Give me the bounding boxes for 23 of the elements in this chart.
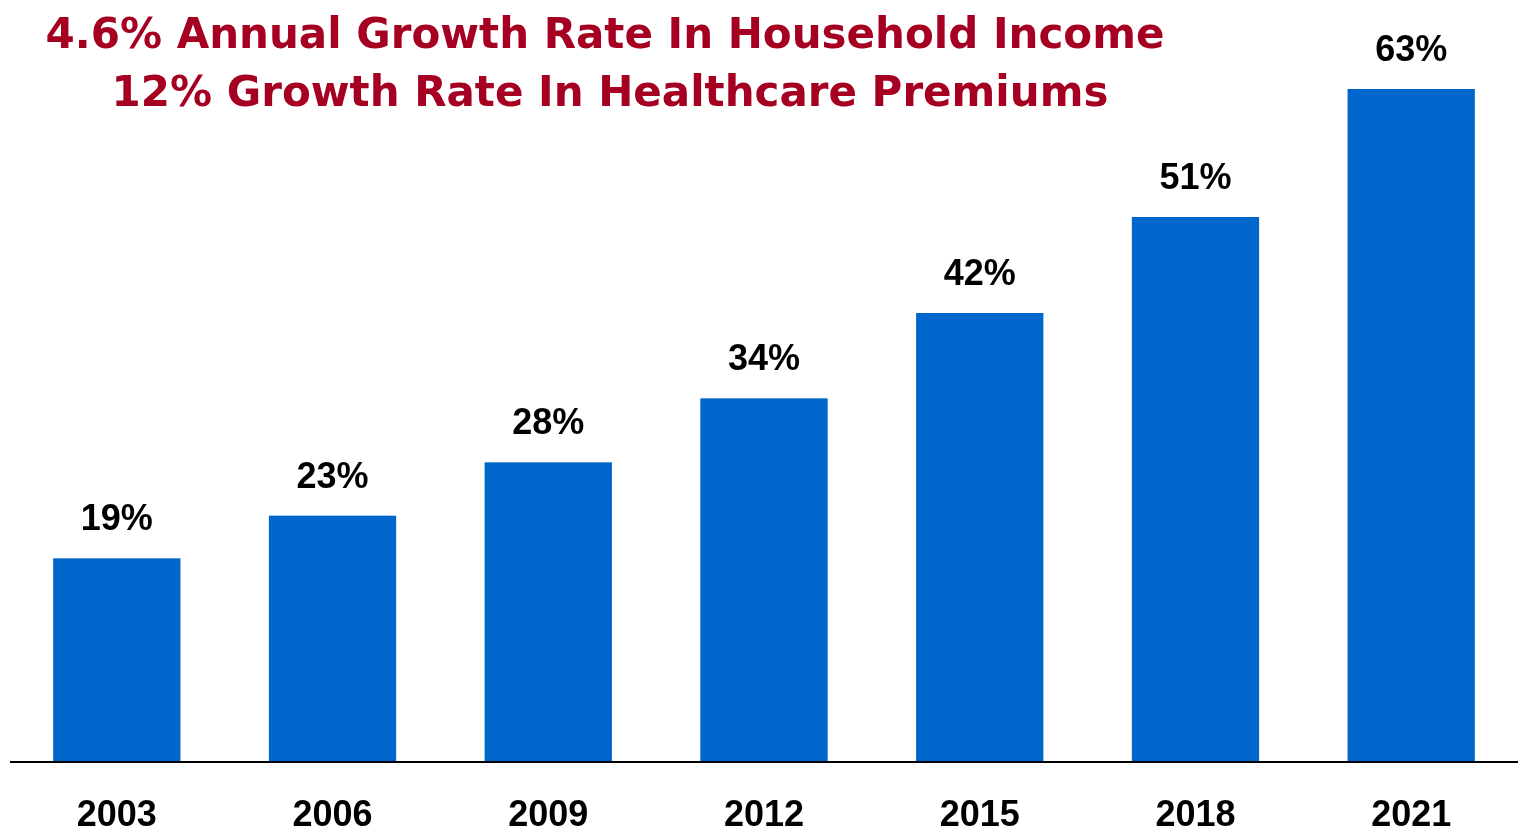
bar	[1131, 217, 1260, 761]
bar	[53, 558, 181, 761]
data-label: 23%	[296, 454, 369, 496]
x-tick-label: 2009	[508, 793, 589, 831]
data-label: 63%	[1375, 28, 1448, 69]
x-tick-label: 2015	[939, 793, 1020, 831]
bar	[484, 462, 612, 761]
data-label: 28%	[512, 401, 585, 443]
bar	[700, 398, 828, 761]
x-tick-label: 2003	[76, 793, 157, 831]
bar	[268, 515, 397, 761]
data-label: 34%	[727, 337, 801, 379]
data-label: 51%	[1159, 156, 1232, 197]
bar	[916, 313, 1044, 761]
chart-title: 4.6% Annual Growth Rate In Household Income	[45, 9, 1165, 58]
bar	[1347, 89, 1475, 761]
data-label: 42%	[943, 252, 1016, 293]
chart-subtitle: 12% Growth Rate In Healthcare Premiums	[111, 67, 1109, 116]
x-tick-label: 2006	[292, 793, 373, 831]
x-tick-label: 2021	[1371, 793, 1452, 831]
x-tick-label: 2012	[723, 793, 805, 831]
data-label: 19%	[80, 497, 153, 539]
x-tick-label: 2018	[1155, 793, 1236, 831]
